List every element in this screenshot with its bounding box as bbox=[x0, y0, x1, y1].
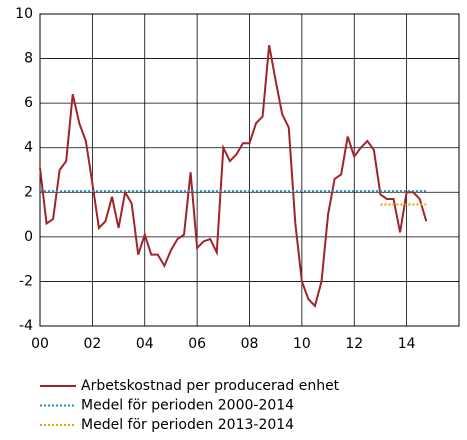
y-tick-label: 6 bbox=[24, 95, 33, 111]
legend-label: Medel för perioden 2000-2014 bbox=[81, 398, 294, 414]
y-tick-label: 0 bbox=[24, 229, 33, 245]
y-tick-label: 10 bbox=[15, 6, 33, 22]
x-tick-label: 06 bbox=[188, 336, 206, 352]
legend-label: Arbetskostnad per producerad enhet bbox=[81, 378, 340, 394]
y-tick-label: 2 bbox=[24, 184, 33, 200]
x-tick-label: 14 bbox=[398, 336, 416, 352]
y-tick-label: 4 bbox=[24, 140, 33, 156]
x-tick-label: 02 bbox=[83, 336, 101, 352]
y-tick-label: -4 bbox=[19, 318, 33, 334]
y-tick-label: 8 bbox=[24, 51, 33, 67]
x-tick-label: 04 bbox=[136, 336, 154, 352]
x-tick-label: 00 bbox=[31, 336, 49, 352]
x-tick-label: 12 bbox=[345, 336, 363, 352]
x-tick-label: 08 bbox=[241, 336, 259, 352]
legend-label: Medel för perioden 2013-2014 bbox=[81, 417, 294, 433]
y-tick-label: -2 bbox=[19, 273, 33, 289]
x-tick-label: 10 bbox=[293, 336, 311, 352]
series-line bbox=[39, 45, 428, 308]
